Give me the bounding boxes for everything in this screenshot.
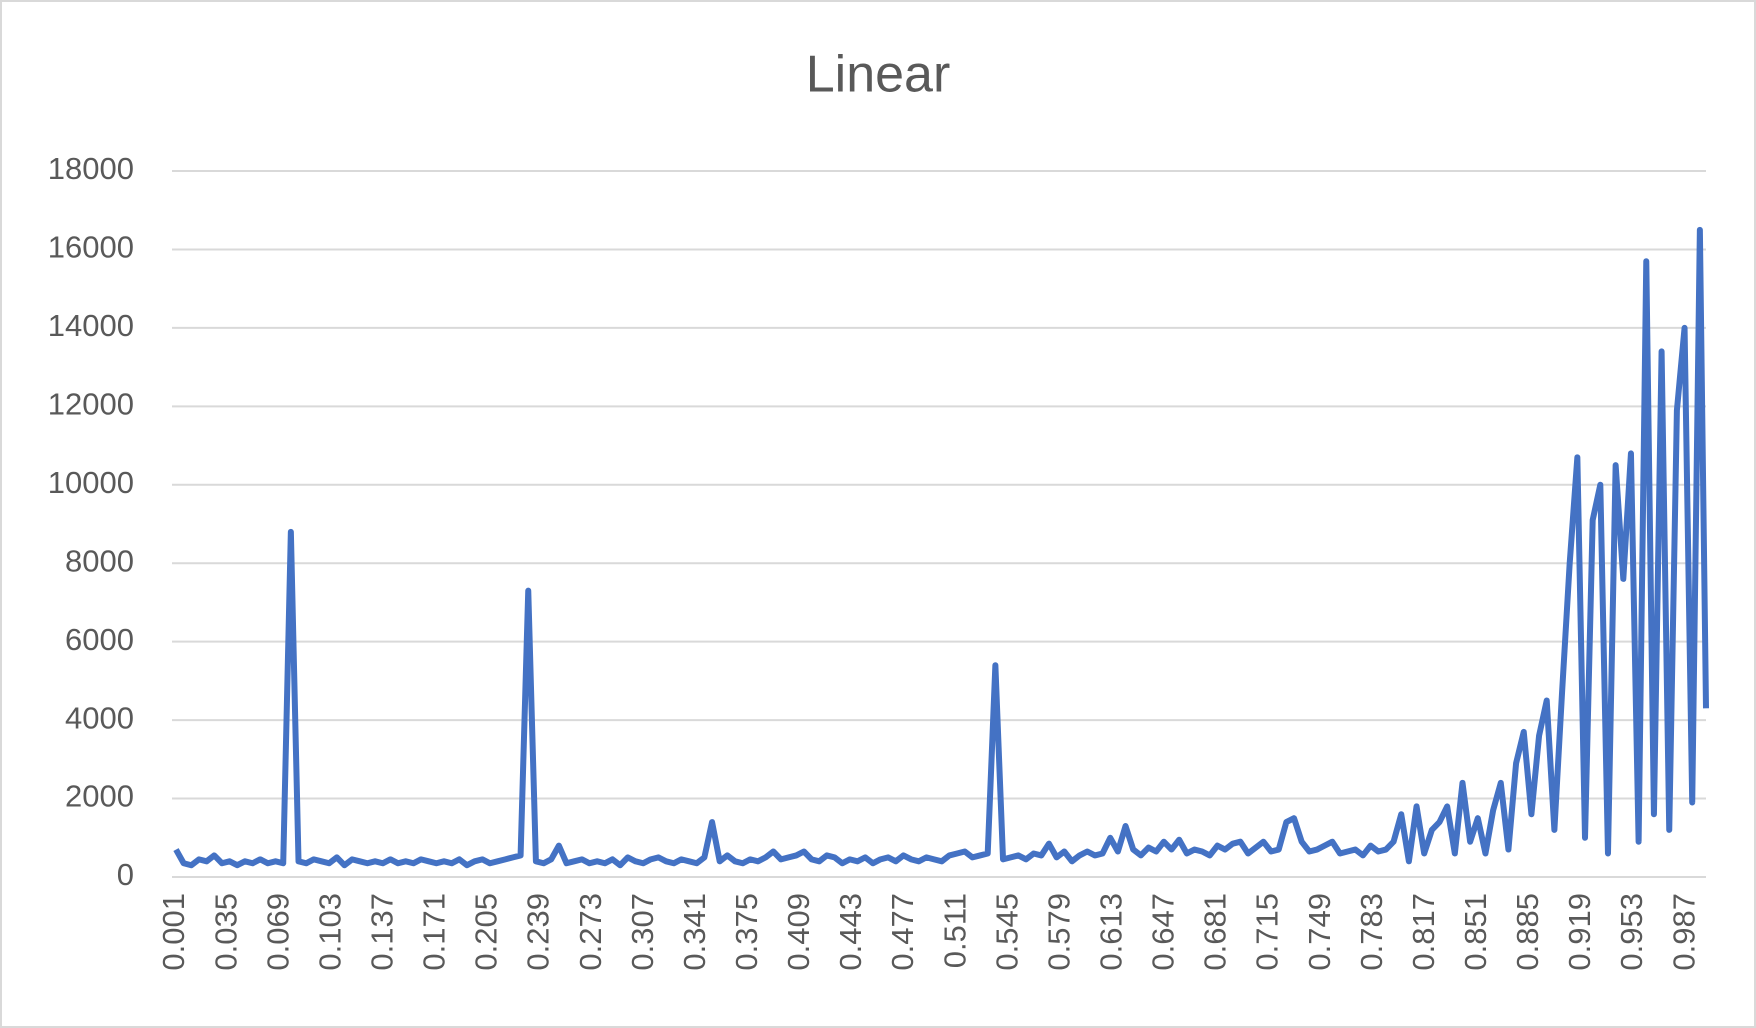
x-tick-label: 0.375	[729, 893, 764, 971]
y-tick-label: 0	[117, 857, 134, 892]
x-tick-label: 0.443	[833, 893, 868, 971]
x-tick-label: 0.477	[885, 893, 920, 971]
x-tick-label: 0.205	[469, 893, 504, 971]
x-tick-label: 0.103	[312, 893, 347, 971]
x-tick-label: 0.783	[1354, 893, 1389, 971]
x-tick-label: 0.307	[625, 893, 660, 971]
y-tick-label: 8000	[65, 543, 134, 578]
y-tick-label: 16000	[48, 230, 134, 265]
x-tick-label: 0.885	[1510, 893, 1545, 971]
x-tick-label: 0.001	[156, 893, 191, 971]
x-tick-label: 0.171	[417, 893, 452, 971]
x-tick-label: 0.137	[364, 893, 399, 971]
x-tick-label: 0.715	[1250, 893, 1285, 971]
x-tick-label: 0.545	[989, 893, 1024, 971]
x-tick-label: 0.919	[1562, 893, 1597, 971]
x-tick-label: 0.273	[573, 893, 608, 971]
x-tick-label: 0.409	[781, 893, 816, 971]
data-line	[173, 226, 1709, 869]
x-tick-label: 0.341	[677, 893, 712, 971]
y-tick-label: 18000	[48, 151, 134, 186]
x-tick-label: 0.579	[1041, 893, 1076, 971]
x-tick-label: 0.035	[208, 893, 243, 971]
y-tick-label: 4000	[65, 700, 134, 735]
x-tick-label: 0.817	[1406, 893, 1441, 971]
x-tick-label: 0.953	[1614, 893, 1649, 971]
x-tick-label: 0.613	[1093, 893, 1128, 971]
x-tick-label: 0.511	[937, 893, 972, 968]
x-tick-label: 0.239	[521, 893, 556, 971]
x-tick-label: 0.851	[1458, 893, 1493, 971]
y-tick-label: 6000	[65, 622, 134, 657]
x-tick-label: 0.069	[260, 893, 295, 971]
y-tick-label: 2000	[65, 779, 134, 814]
x-tick-label: 0.647	[1146, 893, 1181, 971]
chart-title: Linear	[806, 46, 951, 104]
y-tick-label: 14000	[48, 308, 134, 343]
x-tick-label: 0.681	[1198, 893, 1233, 971]
x-tick-label: 0.749	[1302, 893, 1337, 971]
y-tick-label: 10000	[48, 465, 134, 500]
x-tick-label: 0.987	[1666, 893, 1701, 971]
y-tick-label: 12000	[48, 387, 134, 422]
